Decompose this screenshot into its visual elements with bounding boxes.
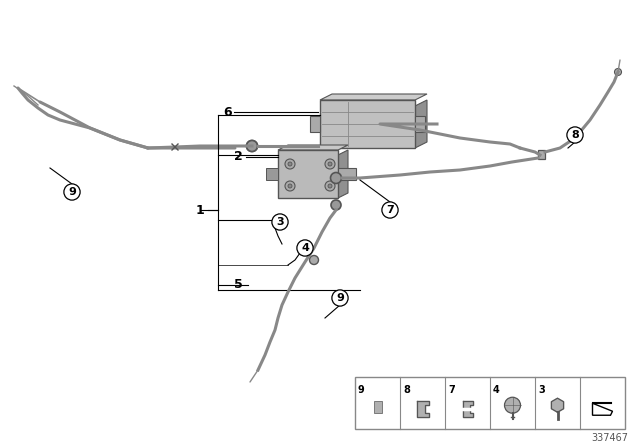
Text: 2: 2 <box>234 151 243 164</box>
Bar <box>266 168 278 180</box>
Polygon shape <box>320 94 427 100</box>
Text: 6: 6 <box>224 105 232 119</box>
Polygon shape <box>278 145 348 150</box>
Circle shape <box>328 184 332 188</box>
Circle shape <box>285 181 295 191</box>
Polygon shape <box>552 398 564 412</box>
Text: 7: 7 <box>448 385 455 395</box>
Circle shape <box>325 181 335 191</box>
Bar <box>338 168 356 180</box>
Circle shape <box>325 159 335 169</box>
Polygon shape <box>338 150 348 198</box>
Text: 1: 1 <box>196 203 204 216</box>
Text: 9: 9 <box>68 187 76 197</box>
Text: 337467: 337467 <box>591 433 628 443</box>
Circle shape <box>614 69 621 76</box>
Polygon shape <box>374 401 381 413</box>
Text: 3: 3 <box>538 385 545 395</box>
Circle shape <box>330 172 342 184</box>
Text: 9: 9 <box>336 293 344 303</box>
Circle shape <box>310 255 319 264</box>
Text: 3: 3 <box>276 217 284 227</box>
Circle shape <box>328 162 332 166</box>
Text: 8: 8 <box>571 130 579 140</box>
Text: 8: 8 <box>403 385 410 395</box>
Text: 4: 4 <box>493 385 500 395</box>
Bar <box>278 150 338 198</box>
Circle shape <box>504 397 520 413</box>
Circle shape <box>288 184 292 188</box>
Bar <box>320 100 415 148</box>
Circle shape <box>246 141 257 151</box>
Text: 7: 7 <box>386 205 394 215</box>
Text: 5: 5 <box>234 279 243 292</box>
Circle shape <box>246 141 257 151</box>
Bar <box>310 116 320 132</box>
Polygon shape <box>463 401 472 417</box>
Polygon shape <box>415 100 427 148</box>
Circle shape <box>288 162 292 166</box>
Circle shape <box>331 200 341 210</box>
Polygon shape <box>417 401 429 417</box>
Polygon shape <box>593 403 612 415</box>
Bar <box>538 150 545 159</box>
Text: 9: 9 <box>358 385 365 395</box>
Circle shape <box>285 159 295 169</box>
Bar <box>415 116 425 132</box>
Text: 4: 4 <box>301 243 309 253</box>
Bar <box>355 377 625 429</box>
